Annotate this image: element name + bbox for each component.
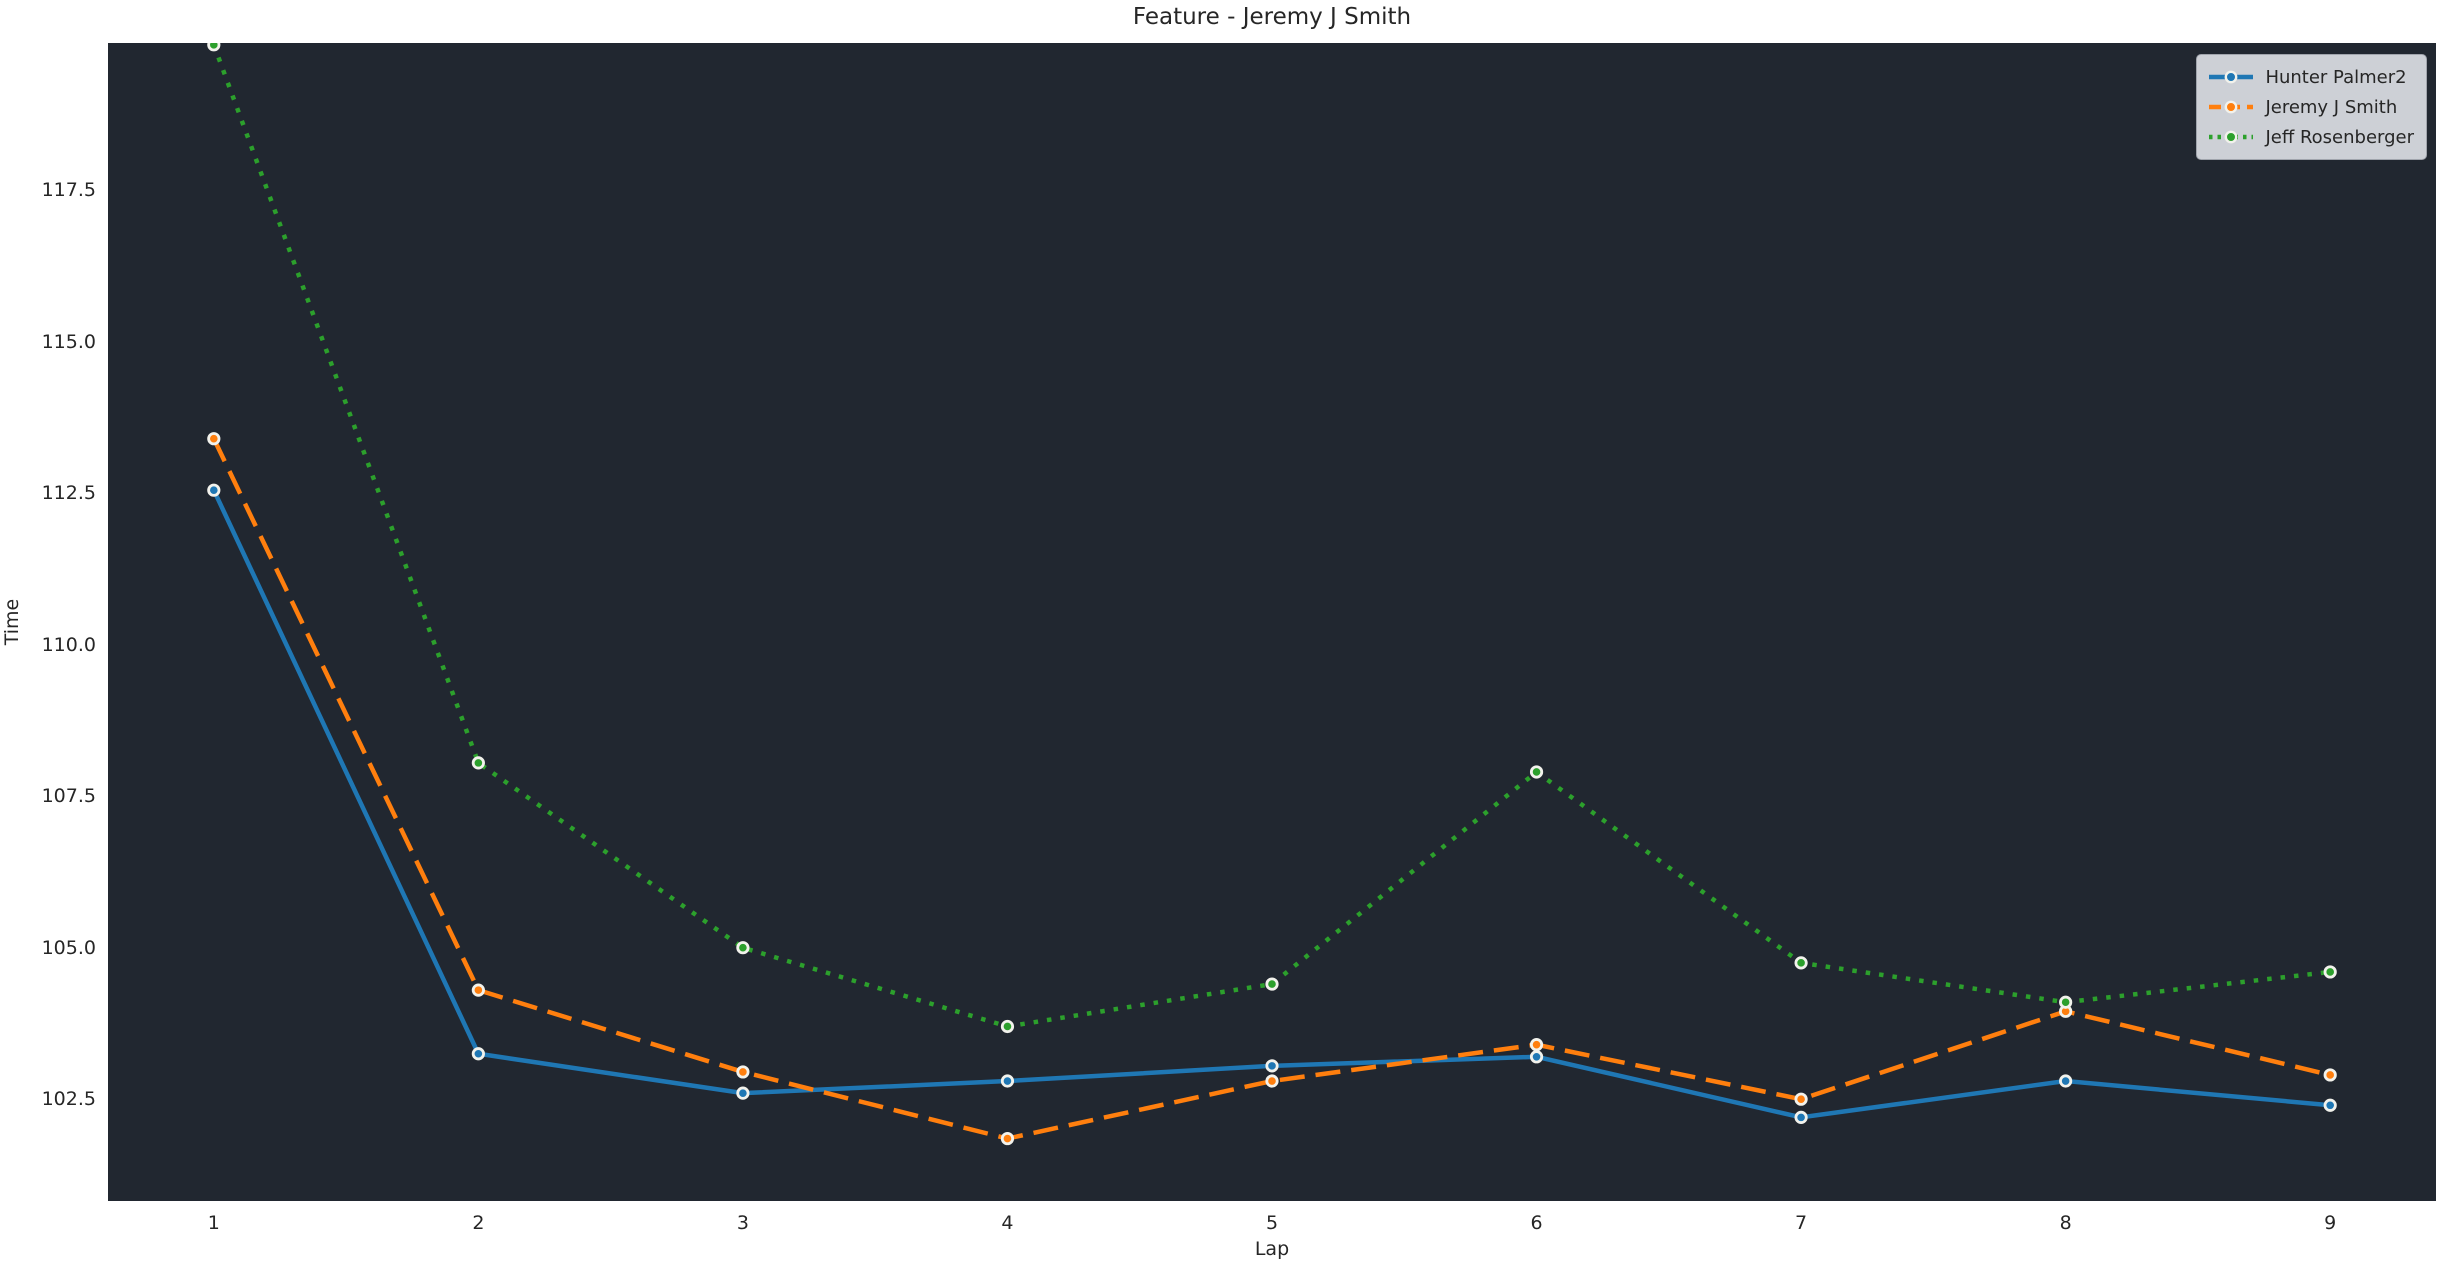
legend-label: Hunter Palmer2: [2265, 66, 2407, 88]
x-tick-label: 8: [2059, 1212, 2072, 1234]
y-tick-label: 112.5: [41, 482, 96, 505]
chart-canvas: [207, 43, 2337, 1146]
data-point-marker: [1529, 765, 1544, 779]
y-tick-label: 117.5: [41, 179, 96, 202]
plot-area: [108, 43, 2436, 1201]
data-point-marker: [736, 1065, 750, 1079]
data-point-marker: [1794, 956, 1808, 970]
legend-item: Hunter Palmer2: [2207, 62, 2414, 92]
x-tick-label: 5: [1265, 1212, 1279, 1234]
legend-label: Jeff Rosenberger: [2265, 126, 2414, 148]
legend-line-sample: [2209, 130, 2254, 144]
data-point-marker: [1000, 1074, 1015, 1088]
x-tick-label: 4: [1001, 1212, 1014, 1234]
y-axis-label: Time: [1, 598, 23, 646]
x-tick-label: 6: [1530, 1212, 1543, 1234]
data-point-marker: [2323, 1098, 2337, 1112]
data-point-marker: [207, 483, 221, 497]
data-point-marker: [2323, 965, 2337, 979]
series-line-jeff-rosenberger: [211, 44, 2331, 1029]
data-point-marker: [1529, 1038, 1544, 1052]
y-tick-label: 102.5: [41, 1088, 96, 1111]
data-point-marker: [1794, 1092, 1808, 1106]
y-tick-label: 107.5: [41, 785, 96, 808]
data-point-marker: [736, 1086, 750, 1100]
data-point-marker: [1794, 1110, 1808, 1124]
legend-label: Jeremy J Smith: [2265, 96, 2398, 118]
data-point-marker: [1000, 1131, 1015, 1146]
data-point-marker: [2059, 1074, 2073, 1088]
chart-title: Feature - Jeremy J Smith: [1132, 4, 1412, 30]
data-point-marker: [2323, 1068, 2337, 1082]
x-tick-label: 1: [207, 1212, 220, 1234]
legend: Hunter Palmer2 Jeremy J Smith Jeff Rosenbe…: [2196, 54, 2427, 160]
data-point-marker: [207, 432, 221, 446]
y-tick-label: 105.0: [41, 936, 96, 959]
x-tick-label: 3: [736, 1212, 749, 1234]
series-line-hunter-palmer2: [211, 489, 2331, 1120]
legend-item: Jeff Rosenberger: [2207, 122, 2414, 152]
data-point-marker: [1529, 1050, 1544, 1064]
legend-line-sample: [2209, 100, 2254, 114]
legend-item: Jeremy J Smith: [2207, 92, 2414, 122]
data-point-marker: [207, 43, 221, 52]
legend-line-sample: [2209, 70, 2254, 84]
series-line-jeremy-j-smith: [211, 437, 2331, 1141]
y-tick-label: 110.0: [41, 633, 96, 656]
data-point-marker: [1000, 1019, 1015, 1034]
y-tick-label: 115.0: [41, 330, 96, 353]
data-point-marker: [736, 941, 750, 955]
x-tick-label: 2: [472, 1212, 485, 1234]
data-point-marker: [471, 756, 485, 770]
x-tick-label: 9: [2324, 1212, 2337, 1234]
x-axis-label: Lap: [1254, 1238, 1290, 1260]
data-point-marker: [471, 1047, 485, 1061]
data-point-marker: [2059, 995, 2073, 1009]
data-point-marker: [1265, 1074, 1279, 1088]
data-point-marker: [471, 983, 485, 997]
data-point-marker: [1265, 1059, 1279, 1073]
data-point-marker: [1265, 977, 1279, 991]
x-tick-label: 7: [1795, 1212, 1808, 1234]
